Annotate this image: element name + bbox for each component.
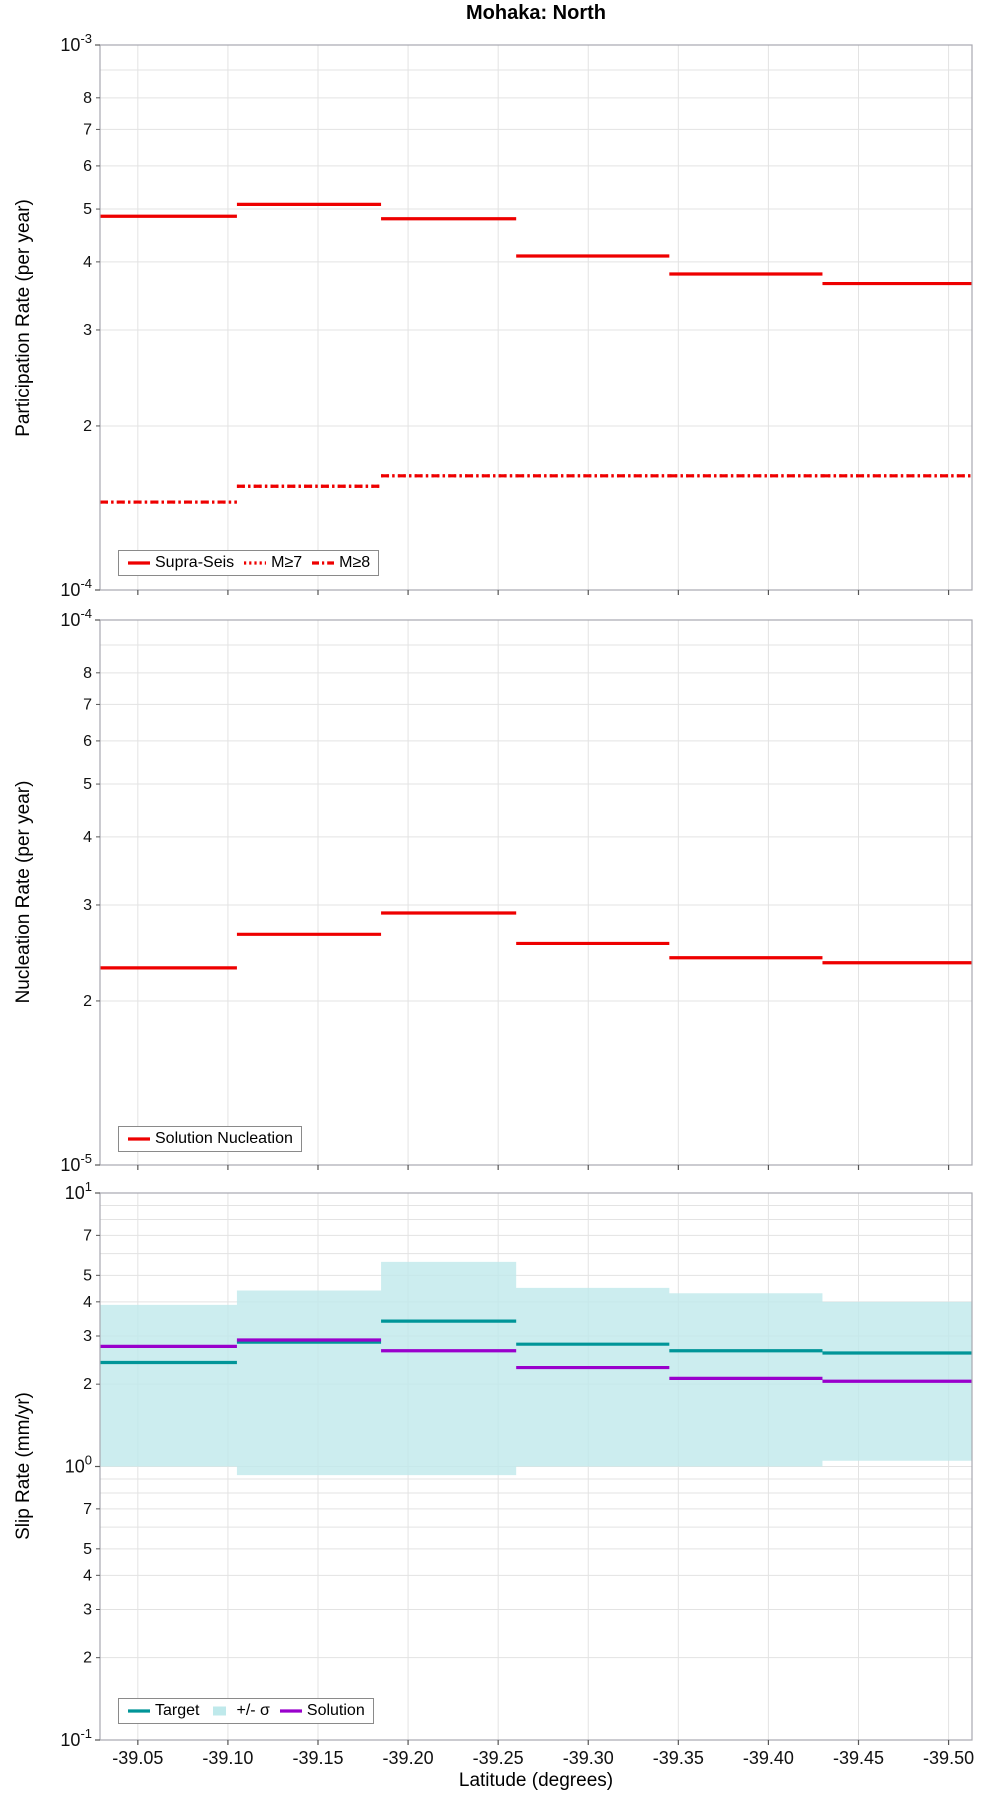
y-minor-tick-label: 7 <box>83 1227 92 1244</box>
y-major-tick-label: 10-4 <box>60 606 92 630</box>
x-tick-label: -39.10 <box>202 1748 253 1768</box>
y-axis-label-nucleation-rate: Nucleation Rate (per year) <box>13 780 34 1004</box>
x-tick-label: -39.40 <box>743 1748 794 1768</box>
sigma-band-swatch-icon <box>213 1706 227 1716</box>
y-minor-tick-label: 3 <box>83 897 92 914</box>
legend-nucleation: Solution Nucleation <box>118 1126 302 1152</box>
y-axis-label-slip-rate: Slip Rate (mm/yr) <box>13 1392 34 1540</box>
legend-item-solution-nucleation: Solution Nucleation <box>127 1130 293 1148</box>
x-tick-label: -39.15 <box>292 1748 343 1768</box>
y-minor-tick-label: 4 <box>83 254 92 271</box>
y-minor-tick-label: 5 <box>83 776 92 793</box>
x-axis-label: Latitude (degrees) <box>458 1770 614 1791</box>
y-minor-tick-label: 2 <box>83 1650 92 1667</box>
legend-item-supra-seis: Supra-Seis <box>127 554 234 572</box>
x-tick-label: -39.50 <box>923 1748 974 1768</box>
legend-item-solution: Solution <box>279 1702 365 1720</box>
y-minor-tick-label: 5 <box>83 1267 92 1284</box>
y-minor-tick-label: 5 <box>83 201 92 218</box>
x-tick-label: -39.05 <box>112 1748 163 1768</box>
x-tick-label: -39.30 <box>563 1748 614 1768</box>
y-minor-tick-label: 8 <box>83 665 92 682</box>
x-tick-label: -39.20 <box>383 1748 434 1768</box>
plot-frame <box>99 44 973 591</box>
y-minor-tick-label: 2 <box>83 418 92 435</box>
legend-item-m7: M≥7 <box>243 554 302 572</box>
legend-label-m7: M≥7 <box>271 554 303 571</box>
legend-label-solution: Solution <box>306 1702 365 1719</box>
x-tick-label: -39.45 <box>833 1748 884 1768</box>
target-line-swatch-icon <box>128 1709 150 1713</box>
m8-dashdot-line-swatch-icon <box>312 561 335 565</box>
y-minor-tick-label: 4 <box>83 1294 92 1311</box>
legend-participation: Supra-Seis M≥7 M≥8 <box>118 550 380 576</box>
solution-line-swatch-icon <box>279 1709 302 1713</box>
plot-frame <box>99 619 973 1166</box>
y-minor-tick-label: 8 <box>83 90 92 107</box>
x-tick-label: -39.25 <box>473 1748 524 1768</box>
solution-nucleation-line-swatch-icon <box>128 1137 150 1141</box>
supra-seis-line-swatch-icon <box>128 561 150 565</box>
y-minor-tick-label: 6 <box>83 158 92 175</box>
y-major-tick-label: 10-4 <box>60 576 92 600</box>
legend-label-target: Target <box>155 1702 200 1719</box>
legend-item-target: Target <box>127 1702 199 1720</box>
y-minor-tick-label: 2 <box>83 1376 92 1393</box>
y-major-tick-label: 10-1 <box>60 1726 92 1750</box>
y-minor-tick-label: 3 <box>83 1602 92 1619</box>
y-minor-tick-label: 7 <box>83 696 92 713</box>
chart-title: Mohaka: North <box>466 2 606 24</box>
y-axis-label-participation-rate: Participation Rate (per year) <box>13 199 34 437</box>
y-minor-tick-label: 7 <box>83 121 92 138</box>
y-minor-tick-label: 4 <box>83 829 92 846</box>
legend-label-supra-seis: Supra-Seis <box>155 554 235 571</box>
legend-item-m8: M≥8 <box>311 554 370 572</box>
y-major-tick-label: 10-5 <box>60 1151 92 1175</box>
y-major-tick-label: 10-3 <box>60 31 92 55</box>
y-minor-tick-label: 7 <box>83 1501 92 1518</box>
legend-label-solution-nucleation: Solution Nucleation <box>155 1130 293 1147</box>
y-minor-tick-label: 2 <box>83 993 92 1010</box>
m7-dotted-line-swatch-icon <box>244 561 267 565</box>
x-tick-label: -39.35 <box>653 1748 704 1768</box>
y-minor-tick-label: 6 <box>83 733 92 750</box>
y-major-tick-label: 100 <box>65 1453 92 1477</box>
y-minor-tick-label: 5 <box>83 1541 92 1558</box>
legend-item-sigma-band: +/- σ <box>208 1702 270 1720</box>
y-minor-tick-label: 4 <box>83 1567 92 1584</box>
legend-label-sigma-band: +/- σ <box>236 1702 270 1719</box>
y-minor-tick-label: 3 <box>83 322 92 339</box>
legend-slip-rate: Target +/- σ Solution <box>118 1698 374 1724</box>
y-major-tick-label: 101 <box>65 1179 92 1203</box>
legend-label-m8: M≥8 <box>339 554 371 571</box>
y-minor-tick-label: 3 <box>83 1328 92 1345</box>
